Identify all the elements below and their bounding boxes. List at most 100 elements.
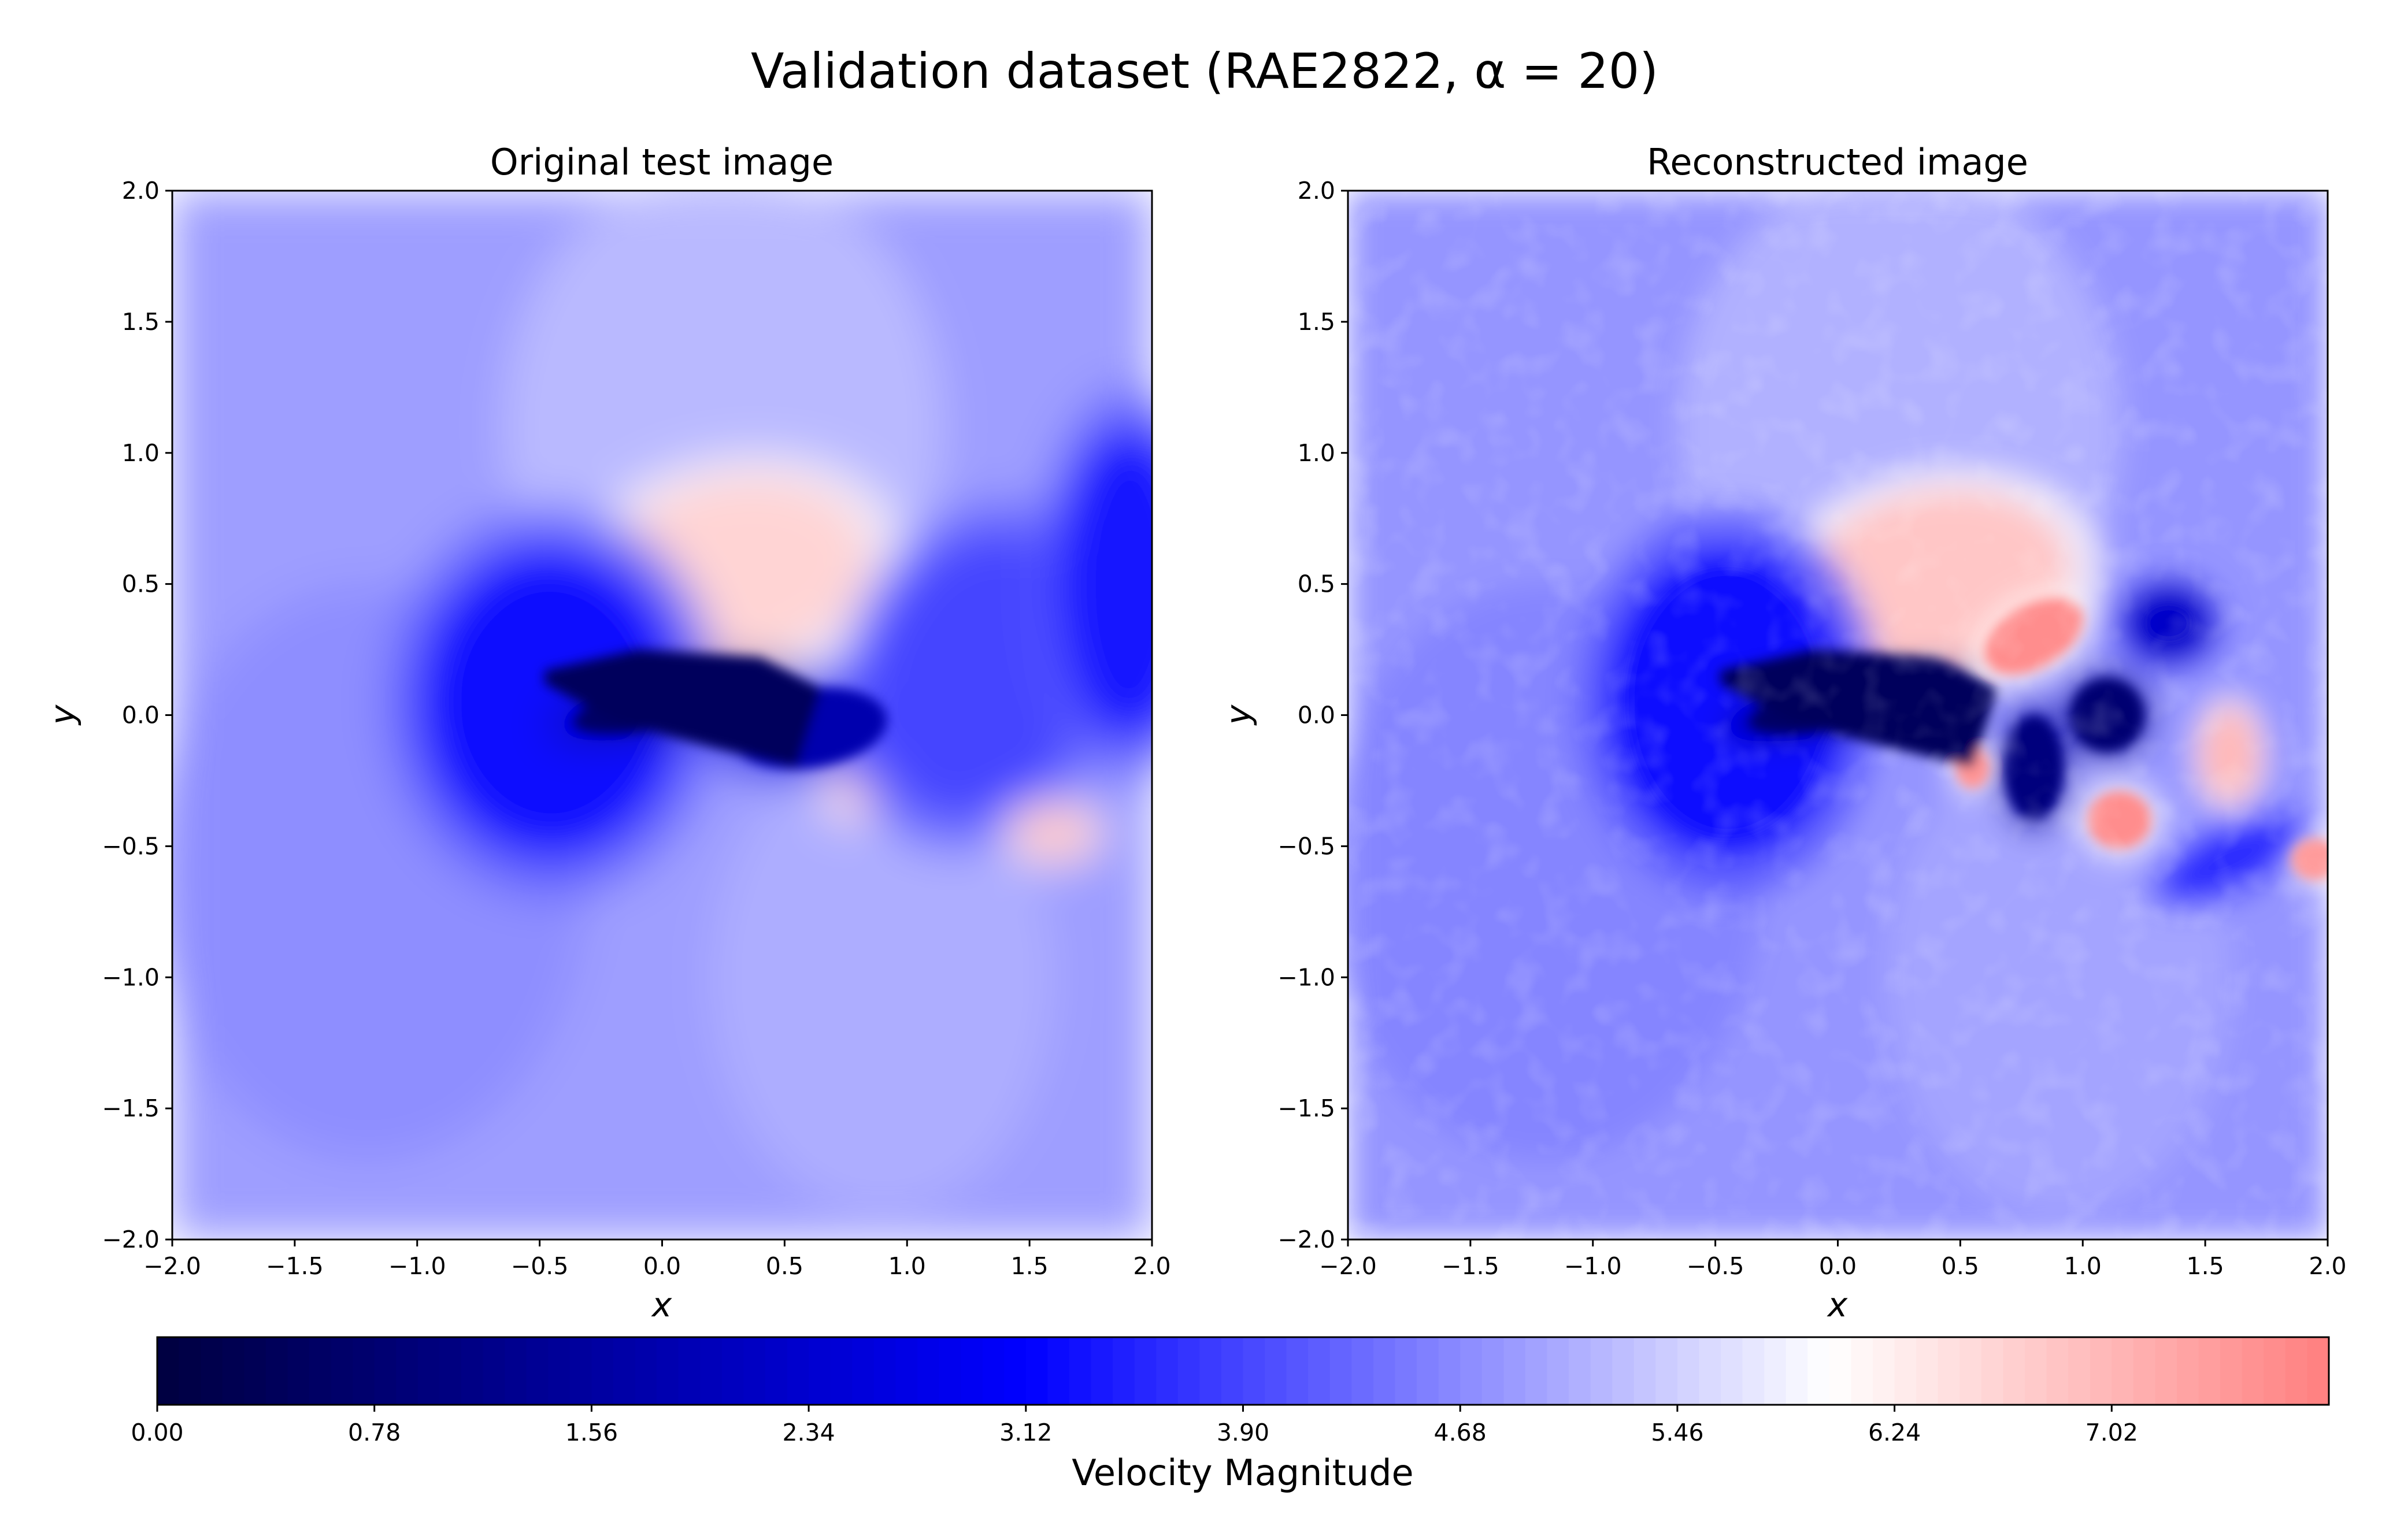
colorbar-tick-label: 0.00 (131, 1419, 183, 1446)
tick-labels-original: −2.0−2.0 −1.5 −1.5 −1.0 −1.0 −0.5 −0.5 0.0 0.0 0.… (102, 177, 1170, 1280)
colorbar-step (2177, 1337, 2199, 1405)
y-tick-label: −0.5 (1277, 832, 1335, 860)
x-tick-label: −2.0 (1319, 1252, 1377, 1280)
x-tick-label: 1.5 (1011, 1252, 1049, 1280)
colorbar-step (1091, 1337, 1114, 1405)
colorbar-ticks: 0.00 0.78 1.56 2.34 3.12 3.90 4.68 5.46 6.24 7.02 (131, 1405, 2138, 1446)
colorbar-step (1742, 1337, 1765, 1405)
colorbar-step (222, 1337, 245, 1405)
colorbar-step (1373, 1337, 1396, 1405)
colorbar-step (809, 1337, 831, 1405)
panel-title-reconstructed: Reconstructed image (1647, 141, 2028, 183)
colorbar-step (1916, 1337, 1939, 1405)
colorbar-step (331, 1337, 354, 1405)
colorbar-step (1308, 1337, 1331, 1405)
tick-labels-reconstructed: −2.0−2.0 −1.5 −1.5 −1.0 −1.0 −0.5 −0.5 0.0 0.0 0.… (1277, 177, 2346, 1280)
heatmap-reconstructed (1348, 191, 2328, 1240)
colorbar-step (1807, 1337, 1830, 1405)
colorbar-step (1503, 1337, 1526, 1405)
colorbar-step (2220, 1337, 2243, 1405)
colorbar-step (1655, 1337, 1678, 1405)
colorbar-tick-label: 0.78 (348, 1419, 401, 1446)
field-high-region (1012, 807, 1096, 860)
colorbar-step (1481, 1337, 1505, 1405)
colorbar-step (396, 1337, 418, 1405)
colorbar-step (2307, 1337, 2329, 1405)
x-tick-label: 2.0 (1133, 1252, 1170, 1280)
x-tick-label: −1.5 (1442, 1252, 1499, 1280)
colorbar-step (1851, 1337, 1874, 1405)
x-tick-label: 2.0 (2309, 1252, 2346, 1280)
colorbar-step (309, 1337, 332, 1405)
colorbar-tick-label: 7.02 (2085, 1419, 2138, 1446)
x-tick-label: 1.0 (2064, 1252, 2102, 1280)
colorbar-step (483, 1337, 506, 1405)
colorbar-step (1221, 1337, 1244, 1405)
y-tick-label: −2.0 (102, 1226, 160, 1253)
colorbar-step (1525, 1337, 1548, 1405)
colorbar-step (1569, 1337, 1591, 1405)
y-tick-label: 0.0 (122, 702, 160, 729)
colorbar-step (157, 1337, 180, 1405)
colorbar-step (613, 1337, 636, 1405)
colorbar-step (2133, 1337, 2156, 1405)
colorbar-step (374, 1337, 397, 1405)
colorbar-step (1329, 1337, 1353, 1405)
figure-suptitle: Validation dataset (RAE2822, α = 20) (751, 43, 1658, 99)
x-tick-label: 1.0 (888, 1252, 926, 1280)
colorbar-step (1069, 1337, 1092, 1405)
colorbar-step (1460, 1337, 1483, 1405)
colorbar-step (873, 1337, 897, 1405)
colorbar-step (2025, 1337, 2047, 1405)
y-tick-label: −0.5 (102, 832, 160, 860)
y-tick-label: 2.0 (1298, 177, 1335, 205)
field-low-region (417, 544, 687, 860)
xlabel-original: x (651, 1285, 672, 1324)
y-tick-label: 1.5 (122, 308, 160, 336)
x-tick-label: 0.0 (643, 1252, 681, 1280)
heatmap-original (172, 191, 1152, 1240)
x-tick-label: 0.5 (1942, 1252, 1979, 1280)
colorbar-step (201, 1337, 223, 1405)
ylabel-original: y (43, 704, 82, 726)
colorbar-step (1981, 1337, 2004, 1405)
colorbar-step (1004, 1337, 1027, 1405)
y-tick-label: −1.0 (1277, 963, 1335, 991)
colorbar-step (1590, 1337, 1613, 1405)
colorbar-step (353, 1337, 375, 1405)
colorbar-step (2264, 1337, 2286, 1405)
x-tick-label: −0.5 (511, 1252, 569, 1280)
colorbar-step (1633, 1337, 1657, 1405)
xlabel-reconstructed: x (1827, 1285, 1848, 1324)
colorbar-step (1938, 1337, 1961, 1405)
colorbar-step (743, 1337, 766, 1405)
field-low-region (1054, 426, 1152, 741)
colorbar-step (244, 1337, 266, 1405)
colorbar-step (569, 1337, 592, 1405)
colorbar-step (1351, 1337, 1374, 1405)
x-tick-label: 1.5 (2187, 1252, 2224, 1280)
colorbar-step (1721, 1337, 1743, 1405)
y-tick-label: 2.0 (122, 177, 160, 205)
colorbar-step (1959, 1337, 1982, 1405)
y-tick-label: 1.0 (122, 439, 160, 467)
y-tick-label: 1.0 (1298, 439, 1335, 467)
colorbar-tick-label: 4.68 (1434, 1419, 1487, 1446)
ylabel-reconstructed: y (1218, 704, 1258, 726)
colorbar: 0.00 0.78 1.56 2.34 3.12 3.90 4.68 5.46 6.24 7.02… (131, 1336, 2330, 1494)
y-tick-label: 0.5 (1298, 570, 1335, 598)
x-tick-label: 0.5 (766, 1252, 803, 1280)
colorbar-step (982, 1337, 1005, 1405)
y-tick-label: −1.5 (102, 1094, 160, 1122)
colorbar-step (1894, 1337, 1917, 1405)
y-tick-label: −2.0 (1277, 1226, 1335, 1253)
colorbar-step (1547, 1337, 1570, 1405)
colorbar-step (1025, 1337, 1049, 1405)
colorbar-tick-label: 5.46 (1651, 1419, 1703, 1446)
airfoil-wake-core (544, 650, 821, 768)
colorbar-step (1243, 1337, 1266, 1405)
y-tick-label: 0.0 (1298, 702, 1335, 729)
colorbar-tick-label: 6.24 (1868, 1419, 1921, 1446)
colorbar-step (1156, 1337, 1179, 1405)
